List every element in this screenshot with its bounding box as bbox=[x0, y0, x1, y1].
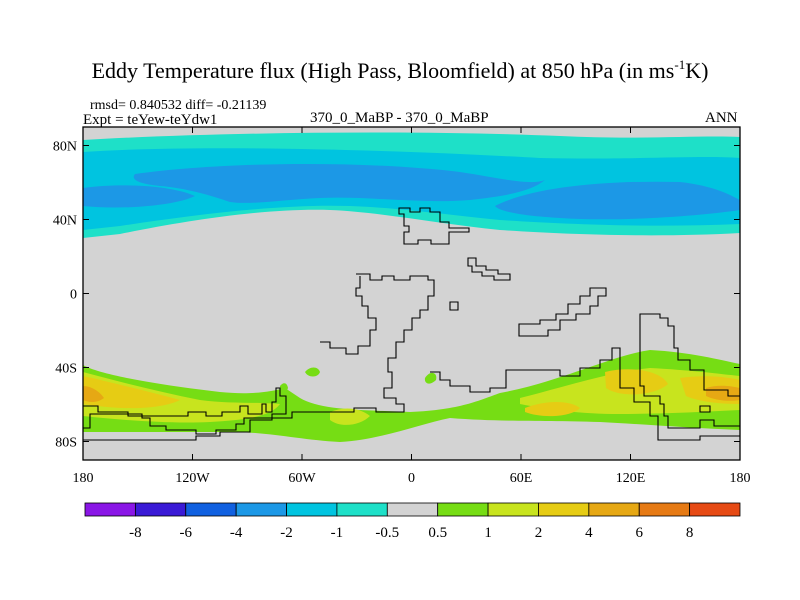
coastline-small-islands bbox=[449, 257, 711, 413]
colorbar-swatch bbox=[487, 502, 539, 517]
colorbar-label: 1 bbox=[484, 525, 492, 541]
coastline-central-fragment bbox=[320, 276, 377, 355]
colorbar-swatch bbox=[286, 502, 338, 517]
colorbar-label: 2 bbox=[535, 525, 543, 541]
coastline-east-island bbox=[518, 287, 607, 337]
title-superscript: -1 bbox=[674, 57, 686, 72]
season-label: ANN bbox=[705, 110, 738, 126]
y-tick-label: 80S bbox=[55, 436, 77, 451]
colorbar-label: -0.5 bbox=[375, 525, 399, 541]
colorbar-swatch bbox=[336, 502, 388, 517]
colorbar-label: 6 bbox=[635, 525, 643, 541]
colorbar-swatch bbox=[437, 502, 489, 517]
coastline-west-continent bbox=[83, 273, 435, 441]
y-tick-label: 40S bbox=[55, 362, 77, 377]
colorbar-label: -6 bbox=[180, 525, 193, 541]
x-tick-label: 60W bbox=[288, 471, 316, 486]
colorbar-label: -2 bbox=[280, 525, 293, 541]
plot-title: Eddy Temperature flux (High Pass, Bloomf… bbox=[0, 58, 800, 84]
x-tick-label: 120E bbox=[616, 471, 646, 486]
colorbar-label: -8 bbox=[129, 525, 142, 541]
x-tick-label: 180 bbox=[730, 471, 751, 486]
x-tick-label: 120W bbox=[175, 471, 210, 486]
colorbar-label: -1 bbox=[331, 525, 344, 541]
colorbar-swatch bbox=[588, 502, 640, 517]
x-axis: 180 120W 60W 0 60E 120E 180 bbox=[73, 127, 751, 486]
colorbar-label: 8 bbox=[686, 525, 694, 541]
x-tick-label: 180 bbox=[73, 471, 94, 486]
colorbar: -8 -6 -4 -2 -1 -0.5 0.5 1 2 4 6 8 bbox=[84, 502, 741, 541]
experiment-label: Expt = teYew-teYdw1 bbox=[83, 112, 218, 128]
colorbar-swatch bbox=[386, 502, 439, 517]
y-axis: 80N 40N 0 40S 80S bbox=[53, 140, 740, 451]
y-tick-label: 40N bbox=[53, 214, 77, 229]
y-tick-label: 0 bbox=[70, 288, 77, 303]
colorbar-swatch bbox=[134, 502, 187, 517]
colorbar-label: -4 bbox=[230, 525, 243, 541]
colorbar-swatch bbox=[689, 502, 741, 517]
colorbar-swatch bbox=[84, 502, 136, 517]
y-tick-label: 80N bbox=[53, 140, 77, 155]
x-tick-label: 60E bbox=[510, 471, 533, 486]
colorbar-swatch bbox=[235, 502, 287, 517]
coastline-east-continent bbox=[398, 207, 470, 245]
case-label: 370_0_MaBP - 370_0_MaBP bbox=[310, 110, 489, 126]
colorbar-label: 0.5 bbox=[428, 525, 447, 541]
colorbar-swatch bbox=[538, 502, 590, 517]
map-field bbox=[83, 127, 740, 460]
contour-band-s-plus05 bbox=[83, 350, 740, 442]
colorbar-swatch bbox=[185, 502, 237, 517]
colorbar-label: 4 bbox=[585, 525, 593, 541]
x-tick-label: 0 bbox=[408, 471, 415, 486]
stats-label: rmsd= 0.840532 diff= -0.21139 bbox=[90, 98, 267, 113]
colorbar-swatch bbox=[638, 502, 691, 517]
coastline-south-mid bbox=[430, 313, 740, 441]
contour-band-n-minus2 bbox=[83, 163, 740, 220]
title-main: Eddy Temperature flux (High Pass, Bloomf… bbox=[91, 58, 675, 83]
title-end: K) bbox=[685, 58, 709, 83]
continent-outlines bbox=[83, 207, 740, 441]
